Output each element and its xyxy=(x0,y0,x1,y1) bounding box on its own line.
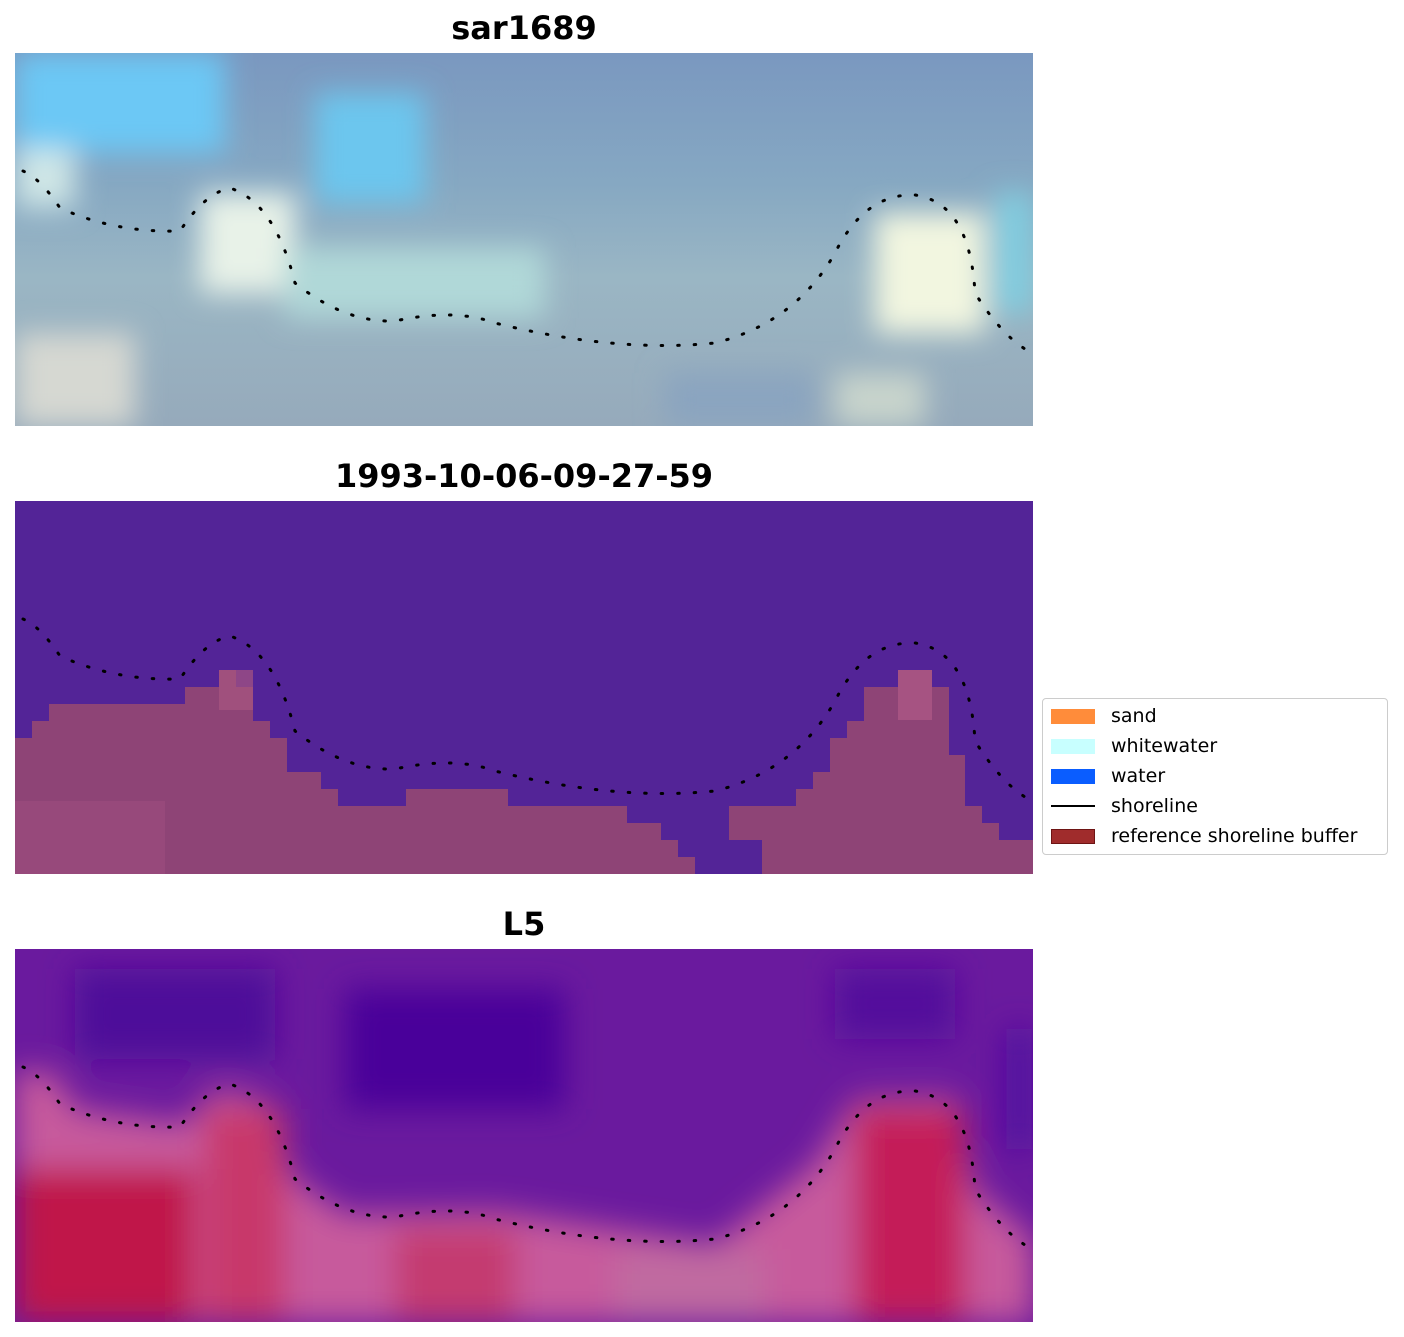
legend-item-sand: sand xyxy=(1051,701,1381,731)
panel-title-rgb: sar1689 xyxy=(451,9,597,47)
whitewater-swatch-icon xyxy=(1051,739,1095,754)
water-swatch-icon xyxy=(1051,769,1095,784)
legend-label-water: water xyxy=(1111,765,1166,787)
shoreline-rgb xyxy=(21,169,1027,351)
legend-item-reference-shoreline-buffer: reference shoreline buffer xyxy=(1051,821,1381,851)
sand-swatch-icon xyxy=(1051,709,1095,724)
shoreline-line-icon xyxy=(1051,805,1095,807)
legend-item-whitewater: whitewater xyxy=(1051,731,1381,761)
legend-label-whitewater: whitewater xyxy=(1111,735,1218,757)
legend-item-water: water xyxy=(1051,761,1381,791)
reference-shoreline-buffer-region xyxy=(15,670,695,874)
legend-item-shoreline: shoreline xyxy=(1051,791,1381,821)
panel-title-classified: 1993-10-06-09-27-59 xyxy=(334,457,714,495)
legend: sand whitewater water shoreline referenc… xyxy=(1042,698,1388,855)
panel-title-index: L5 xyxy=(502,905,546,943)
rgb-image xyxy=(15,53,1033,426)
legend-label-sand: sand xyxy=(1111,705,1157,727)
shoreline-index xyxy=(21,1065,1027,1247)
buffer-swatch-icon xyxy=(1051,829,1095,844)
classified-image xyxy=(15,501,1033,874)
index-image xyxy=(15,949,1033,1322)
legend-label-shoreline: shoreline xyxy=(1111,795,1198,817)
legend-label-reference-shoreline-buffer: reference shoreline buffer xyxy=(1111,825,1358,847)
shoreline-classified xyxy=(21,617,1027,799)
